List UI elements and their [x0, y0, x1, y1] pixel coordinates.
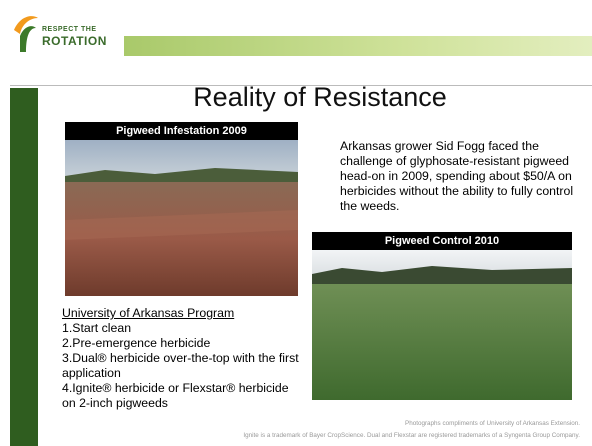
- logo-icon: [10, 10, 40, 54]
- slide-title: Reality of Resistance: [150, 82, 490, 113]
- logo-line1: RESPECT THE: [42, 26, 97, 33]
- footer-credit: Photographs compliments of University of…: [405, 420, 580, 427]
- photo-caption: Pigweed Infestation 2009: [65, 122, 298, 140]
- program-item: 2.Pre-emergence herbicide: [62, 336, 302, 351]
- program: University of Arkansas Program 1.Start c…: [62, 306, 302, 411]
- header-band: [124, 36, 592, 56]
- footer-trademark: Ignite is a trademark of Bayer CropScien…: [243, 432, 580, 439]
- header: RESPECT THE ROTATION: [0, 0, 592, 86]
- photo-image: [65, 140, 298, 296]
- program-item: 1.Start clean: [62, 321, 302, 336]
- side-bar: [10, 88, 38, 446]
- logo-line2: ROTATION: [42, 34, 107, 48]
- program-item: 3.Dual® herbicide over-the-top with the …: [62, 351, 302, 381]
- program-item: 4.Ignite® herbicide or Flexstar® herbici…: [62, 381, 302, 411]
- description: Arkansas grower Sid Fogg faced the chall…: [340, 139, 585, 214]
- photo-caption: Pigweed Control 2010: [312, 232, 572, 250]
- program-heading: University of Arkansas Program: [62, 306, 302, 321]
- slide: RESPECT THE ROTATION Reality of Resistan…: [0, 0, 592, 446]
- photo-control: Pigweed Control 2010: [312, 232, 572, 400]
- photo-infestation: Pigweed Infestation 2009: [65, 122, 298, 296]
- photo-image: [312, 250, 572, 400]
